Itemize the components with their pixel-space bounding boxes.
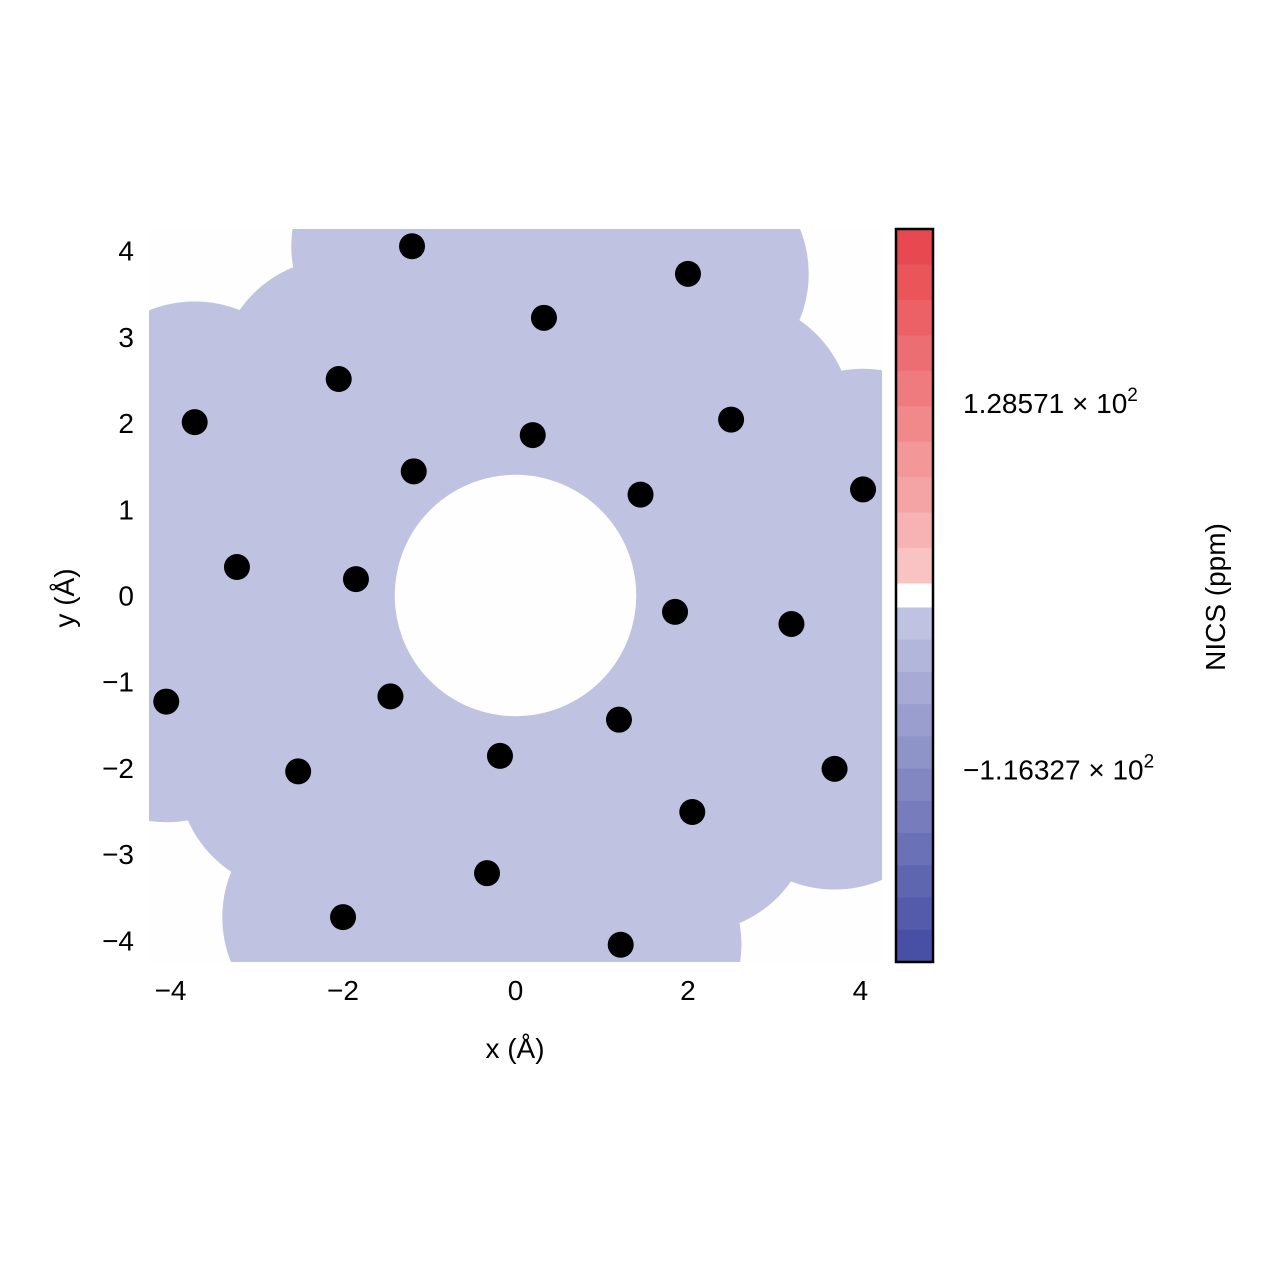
plot-area — [149, 229, 882, 962]
colorbar-band-negative — [896, 800, 933, 834]
colorbar-band-positive — [896, 406, 933, 443]
colorbar-band-positive — [896, 264, 933, 301]
colorbar-band-positive — [896, 229, 933, 265]
colorbar-band-negative — [896, 833, 933, 866]
colorbar-band-negative — [896, 768, 933, 802]
colorbar-band-negative — [896, 639, 933, 673]
colorbar-frame — [894, 227, 935, 964]
atom-marker — [181, 409, 208, 436]
atom-marker — [474, 860, 501, 887]
atom-marker — [778, 610, 805, 637]
colorbar-band-negative — [896, 865, 933, 899]
colorbar-band-negative — [896, 607, 933, 641]
atom-marker — [850, 476, 877, 503]
colorbar-band-positive — [896, 335, 933, 372]
atom-marker — [607, 931, 634, 958]
colorbar-band-negative — [896, 704, 933, 737]
atom-marker — [605, 706, 632, 733]
colorbar-band-positive — [896, 370, 933, 407]
colorbar-band-negative — [896, 929, 933, 963]
y-axis-ticks: −4 −3 −2 −1 0 1 2 3 4 — [102, 236, 134, 957]
x-axis-label: x (Å) — [485, 1033, 544, 1064]
atom-marker — [285, 758, 312, 785]
y-tick-label: 0 — [118, 581, 134, 612]
y-tick-label: 3 — [118, 322, 134, 353]
x-tick-label: −4 — [155, 975, 187, 1006]
x-tick-label: 0 — [508, 975, 524, 1006]
atom-marker — [399, 233, 426, 260]
colorbar-band-negative — [896, 897, 933, 931]
y-axis-label: y (Å) — [49, 568, 80, 627]
atom-marker — [153, 688, 180, 715]
atom-marker — [223, 554, 250, 581]
nics-field — [149, 229, 882, 962]
atom-marker — [519, 422, 546, 449]
colorbar-band-negative — [896, 671, 933, 705]
colorbar: 1.28571 × 102 −1.16327 × 102 NICS (ppm) — [894, 227, 1231, 964]
colorbar-tick-label: 1.28571 × 102 — [963, 385, 1138, 419]
y-tick-label: −4 — [102, 925, 134, 956]
colorbar-band-negative — [896, 736, 933, 770]
colorbar-band-positive — [896, 512, 933, 549]
colorbar-band-positive — [896, 441, 933, 478]
colorbar-tick-label: −1.16327 × 102 — [963, 752, 1154, 786]
y-tick-label: −1 — [102, 667, 134, 698]
atom-marker — [662, 598, 689, 625]
atom-marker — [674, 260, 701, 287]
atom-marker — [377, 683, 404, 710]
colorbar-ticks: 1.28571 × 102 −1.16327 × 102 — [963, 385, 1154, 785]
atom-marker — [627, 481, 654, 508]
atom-marker — [530, 304, 557, 331]
x-axis-ticks: −4 −2 0 2 4 — [155, 975, 869, 1006]
atom-marker — [486, 742, 513, 769]
y-tick-label: 4 — [118, 236, 134, 267]
x-tick-label: −2 — [327, 975, 359, 1006]
x-tick-label: 4 — [853, 975, 869, 1006]
colorbar-band-positive — [896, 477, 933, 514]
y-tick-label: 2 — [118, 408, 134, 439]
y-tick-label: 1 — [118, 494, 134, 525]
y-tick-label: −3 — [102, 839, 134, 870]
atom-marker — [821, 755, 848, 782]
colorbar-label: NICS (ppm) — [1200, 523, 1231, 671]
atom-marker — [718, 406, 745, 433]
atom-marker — [325, 366, 352, 393]
x-tick-label: 2 — [680, 975, 696, 1006]
atom-markers — [153, 233, 877, 958]
y-tick-label: −2 — [102, 753, 134, 784]
atom-marker — [400, 458, 427, 485]
atom-marker — [330, 904, 357, 931]
colorbar-bands — [896, 229, 933, 963]
colorbar-band-positive — [896, 548, 933, 585]
colorbar-band-center — [896, 583, 933, 608]
atom-marker — [679, 798, 706, 825]
colorbar-band-positive — [896, 299, 933, 336]
atom-marker — [342, 566, 369, 593]
